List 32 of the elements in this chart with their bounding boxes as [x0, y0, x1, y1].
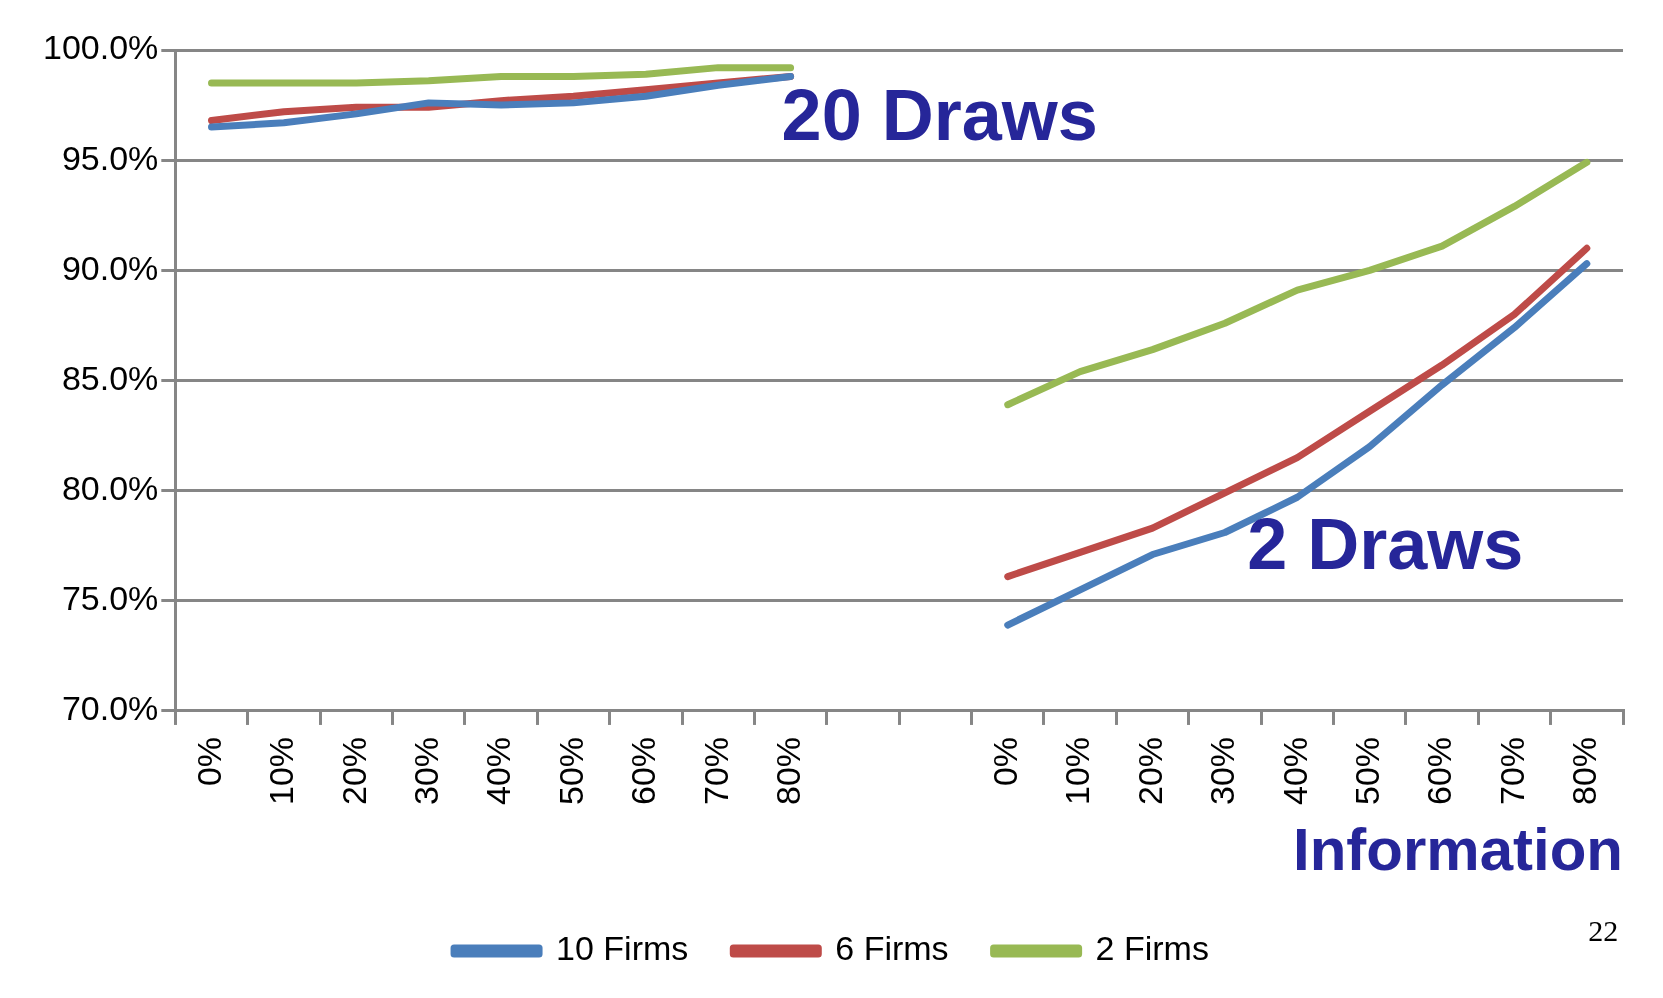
y-tick-label: 95.0%	[61, 138, 159, 177]
y-tick-label: 80.0%	[61, 469, 159, 508]
x-tick-label: 80%	[1565, 736, 1604, 806]
x-tick-label: 60%	[624, 736, 663, 806]
x-axis-title: Information	[1293, 815, 1623, 883]
y-tick-label: 85.0%	[61, 358, 159, 397]
x-tick-label: 40%	[1275, 736, 1314, 806]
x-tick-label: 10%	[1058, 736, 1097, 806]
x-tick-label: 0%	[189, 736, 228, 787]
text: 22	[1588, 914, 1619, 948]
x-tick-label: 0%	[986, 736, 1025, 787]
x-tick-label: 20%	[334, 736, 373, 806]
x-tick-label: 30%	[407, 736, 446, 806]
x-tick-label: 20%	[1130, 736, 1169, 806]
y-tick-label: 100.0%	[42, 28, 159, 67]
x-tick-label: 60%	[1420, 736, 1459, 806]
x-tick-label: 70%	[1492, 736, 1531, 806]
annotation: 20 Draws	[781, 74, 1098, 155]
y-tick-label: 75.0%	[61, 579, 159, 618]
legend-label: 2 Firms	[1095, 929, 1209, 968]
x-tick-label: 50%	[1348, 736, 1387, 806]
legend-label: 6 Firms	[835, 929, 949, 968]
annotation: 2 Draws	[1247, 503, 1524, 584]
legend-label: 10 Firms	[556, 929, 689, 968]
x-tick-label: 40%	[479, 736, 518, 806]
y-tick-label: 70.0%	[61, 689, 159, 728]
x-tick-label: 30%	[1203, 736, 1242, 806]
x-tick-label: 50%	[551, 736, 590, 806]
y-tick-label: 90.0%	[61, 248, 159, 287]
x-tick-label: 10%	[262, 736, 301, 806]
x-tick-label: 80%	[768, 736, 807, 806]
x-tick-label: 70%	[696, 736, 735, 806]
